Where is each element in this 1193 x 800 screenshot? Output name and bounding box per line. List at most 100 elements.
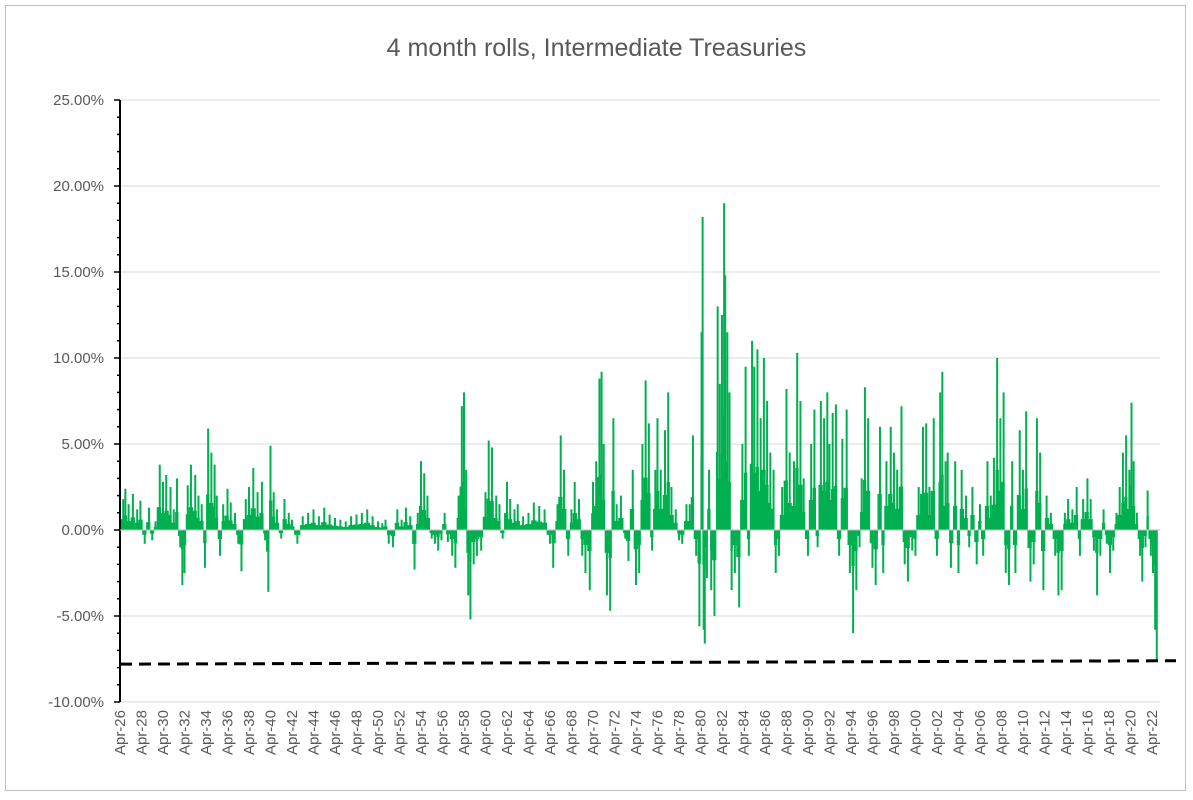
bar (235, 523, 237, 530)
bar (387, 530, 390, 535)
bar (460, 486, 462, 530)
bar (1092, 530, 1094, 538)
bar (744, 366, 747, 530)
bar (233, 523, 235, 530)
bar (875, 530, 877, 550)
bar (1039, 452, 1042, 530)
bar (376, 521, 379, 530)
bar (624, 530, 627, 534)
bar (932, 490, 935, 530)
bar (835, 486, 838, 530)
bar (595, 505, 598, 530)
bar (765, 484, 767, 530)
bar (469, 530, 472, 620)
x-tick-label: Apr-94 (843, 710, 860, 755)
bar (133, 517, 135, 530)
bar (312, 522, 314, 530)
bar (353, 524, 355, 530)
bar (281, 530, 283, 534)
bar (653, 508, 655, 530)
bar (1109, 530, 1112, 573)
bar (969, 530, 971, 537)
x-tick-label: Apr-50 (370, 710, 387, 755)
bar (656, 418, 659, 530)
bar (797, 467, 799, 530)
bar (1089, 519, 1091, 530)
bar (1035, 418, 1038, 530)
bar (918, 514, 920, 530)
bar (426, 517, 429, 530)
bar (782, 514, 785, 530)
bar (380, 527, 382, 530)
bar (336, 525, 339, 530)
bar (816, 530, 819, 548)
bar (1134, 523, 1137, 530)
x-tick-label: Apr-32 (176, 710, 193, 755)
bar (1063, 523, 1065, 530)
bar (733, 530, 735, 546)
bar (1027, 530, 1029, 549)
bar (216, 517, 219, 530)
bar (517, 520, 519, 530)
bar (1011, 505, 1014, 530)
bar (596, 477, 599, 530)
bar (612, 418, 615, 530)
bar (523, 525, 525, 530)
bar (756, 349, 759, 530)
bar (564, 508, 567, 530)
bar (1067, 499, 1070, 530)
bar (394, 522, 397, 530)
bar (987, 505, 990, 530)
bar (743, 472, 746, 530)
bar (317, 525, 319, 530)
bar (760, 490, 762, 530)
bar (238, 530, 241, 545)
bar (1123, 502, 1125, 530)
bar (1040, 530, 1043, 552)
bar (170, 514, 172, 530)
bar (496, 517, 498, 530)
bar (532, 520, 534, 530)
bar (343, 526, 345, 530)
bar (1016, 495, 1019, 530)
bar (525, 523, 527, 530)
bar (583, 530, 585, 546)
bar (187, 514, 190, 530)
bar (588, 530, 590, 552)
bar (762, 469, 764, 530)
bar (946, 452, 949, 530)
x-tick-label: Apr-10 (1015, 710, 1032, 755)
bar (784, 480, 786, 530)
bar (832, 489, 834, 530)
bar (616, 520, 618, 530)
bar (772, 508, 775, 530)
bar (837, 530, 840, 540)
bar (426, 495, 429, 530)
bar (763, 469, 765, 530)
bar (1103, 522, 1106, 530)
bar (1117, 514, 1119, 530)
bar (1125, 496, 1127, 530)
x-tick-label: Apr-86 (757, 710, 774, 755)
bar (225, 515, 227, 530)
bar (246, 514, 249, 530)
bar (757, 466, 759, 530)
bar (698, 530, 701, 627)
bar (1115, 523, 1117, 530)
bar (1112, 530, 1114, 538)
bar (713, 530, 716, 561)
bar (334, 525, 337, 530)
bar (1049, 523, 1052, 530)
bar (1009, 530, 1011, 550)
bar (323, 522, 325, 530)
bar (327, 524, 329, 530)
bar (512, 522, 515, 530)
bar (1042, 530, 1045, 552)
bar (1072, 522, 1075, 530)
bar (370, 525, 372, 530)
bar (224, 515, 226, 530)
bar (993, 504, 995, 530)
bar (891, 502, 894, 530)
bar (685, 520, 688, 530)
bar (550, 530, 552, 535)
